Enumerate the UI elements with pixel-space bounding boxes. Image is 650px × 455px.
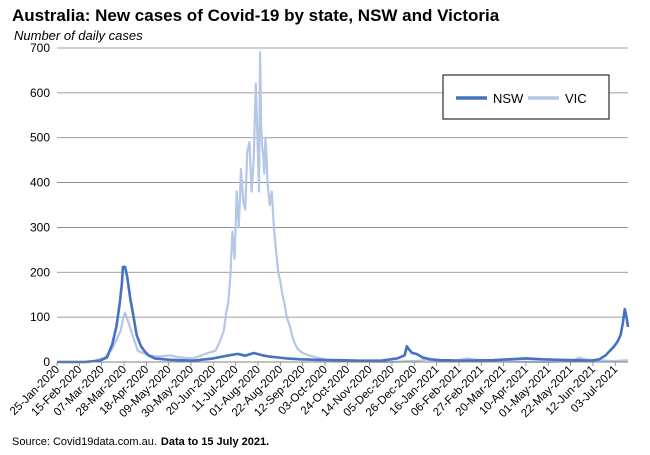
- legend-label-vic: VIC: [565, 91, 587, 106]
- y-tick-600: 600: [30, 86, 50, 100]
- x-axis-ticks: 25-Jan-202015-Feb-202007-Mar-202028-Mar-…: [8, 362, 620, 420]
- series-line-nsw: [57, 265, 630, 364]
- chart-title: Australia: New cases of Covid-19 by stat…: [12, 6, 500, 25]
- y-axis-ticks: 0 100 200 300 400 500 600 700: [30, 41, 50, 369]
- y-tick-300: 300: [30, 220, 50, 234]
- legend: NSW VIC: [442, 74, 610, 120]
- y-tick-0: 0: [43, 355, 50, 369]
- grid-lines: [57, 47, 628, 318]
- source-text: Source: Covid19data.com.au.: [12, 436, 157, 448]
- y-tick-700: 700: [30, 41, 50, 55]
- y-tick-500: 500: [30, 131, 50, 145]
- data-date-note: Data to 15 July 2021.: [160, 436, 270, 448]
- y-axis-label: Number of daily cases: [14, 28, 143, 43]
- y-tick-100: 100: [30, 310, 50, 324]
- y-tick-400: 400: [30, 176, 50, 190]
- legend-label-nsw: NSW: [493, 91, 524, 106]
- y-tick-200: 200: [30, 265, 50, 279]
- source-note: Source: Covid19data.com.au. Data to 15 Ju…: [12, 436, 269, 448]
